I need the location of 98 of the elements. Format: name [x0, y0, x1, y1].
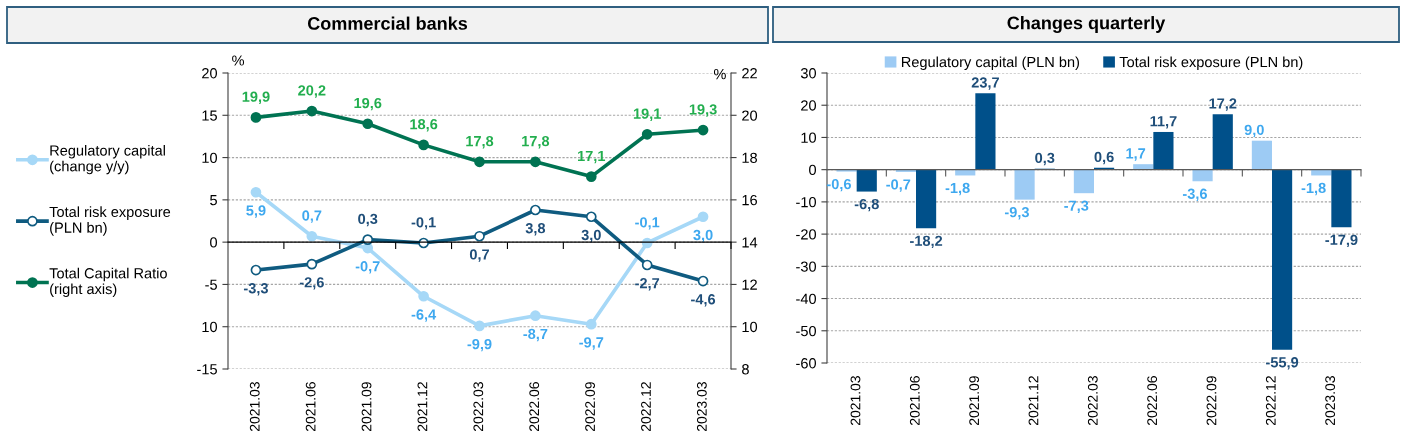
- y-tick-label: 0: [210, 237, 218, 248]
- x-tick-label: 2022.12: [641, 382, 651, 431]
- data-label: 17,2: [1209, 98, 1237, 111]
- data-label: -17,9: [1325, 234, 1358, 248]
- y-tick-label: -10: [796, 196, 817, 208]
- data-label: 11,7: [1150, 116, 1177, 129]
- legend-label: Total risk exposure (PLN bn): [49, 206, 171, 236]
- data-label: -7,3: [1064, 200, 1089, 213]
- data-label: 17,8: [466, 135, 494, 149]
- data-label: -55,9: [1266, 357, 1299, 370]
- x-tick-label: 2022.12: [1265, 376, 1276, 425]
- y-tick-label: 30: [800, 68, 817, 79]
- x-tick-label: 2021.12: [1028, 376, 1039, 425]
- data-label: -4,6: [691, 294, 716, 307]
- data-label: 3,8: [525, 223, 546, 236]
- data-label: -9,9: [467, 338, 492, 352]
- data-label: 0,3: [1035, 152, 1055, 166]
- data-label: -6,4: [411, 309, 437, 322]
- y-tick-label: 5: [210, 195, 217, 206]
- data-label: 23,7: [971, 77, 999, 90]
- data-label: -0,7: [355, 261, 380, 274]
- data-label: 17,1: [578, 150, 606, 164]
- x-tick-label: 2022.03: [473, 382, 484, 431]
- data-label: 18,6: [410, 119, 438, 132]
- data-label: -2,6: [299, 277, 324, 290]
- x-tick-label: 2022.09: [1206, 376, 1217, 425]
- y2-tick-label: 10: [742, 321, 758, 333]
- data-label: 3,0: [581, 229, 601, 243]
- data-label: -0,1: [411, 217, 436, 230]
- y-tick-label: 10: [801, 132, 817, 143]
- data-label: 19,9: [242, 91, 270, 104]
- data-label: 0,6: [1094, 151, 1114, 165]
- x-tick-label: 2022.09: [585, 382, 596, 431]
- data-label: -0,6: [826, 178, 851, 192]
- data-label: 19,3: [689, 104, 717, 117]
- y2-tick-label: 22: [742, 68, 757, 79]
- y-tick-label: -30: [796, 261, 817, 272]
- y-tick-label: 20: [801, 100, 817, 111]
- data-label: -2,7: [635, 278, 660, 291]
- y2-axis-title: %: [713, 69, 726, 80]
- y2-tick-label: 14: [742, 237, 758, 248]
- legend-label: Total risk exposure (PLN bn): [1119, 56, 1303, 71]
- data-label: -0,7: [886, 179, 911, 192]
- x-tick-label: 2022.03: [1087, 376, 1098, 425]
- data-label: 0,7: [469, 249, 489, 262]
- y2-tick-label: 12: [742, 279, 757, 290]
- data-label: -0,1: [635, 217, 660, 230]
- data-label: 5,9: [246, 205, 266, 218]
- y2-tick-label: 16: [742, 194, 757, 206]
- y-tick-label: 20: [202, 68, 218, 79]
- x-tick-label: 2021.09: [969, 376, 980, 425]
- x-tick-label: 2021.06: [305, 382, 316, 431]
- chart-title: Commercial banks: [307, 16, 468, 30]
- y-tick-label: -40: [796, 293, 817, 304]
- y-tick-label: -50: [796, 325, 817, 337]
- x-tick-label: 2021.12: [417, 382, 428, 431]
- x-tick-label: 2021.06: [909, 376, 920, 425]
- data-label: 17,8: [522, 135, 550, 149]
- data-label: -9,7: [579, 337, 604, 350]
- data-label: 9,0: [1244, 124, 1264, 138]
- data-label: 1,7: [1126, 148, 1146, 161]
- data-label: -3,3: [243, 283, 268, 296]
- y-tick-label: 15: [202, 110, 217, 121]
- x-tick-label: 2021.09: [361, 382, 372, 431]
- y-tick-label: -20: [796, 229, 817, 240]
- y-axis-title: %: [232, 55, 245, 66]
- y-tick-label: 10: [202, 152, 218, 163]
- legend-label: Total Capital Ratio (right axis): [49, 267, 167, 298]
- x-tick-label: 2021.03: [249, 382, 260, 431]
- y2-tick-label: 18: [742, 152, 757, 163]
- legend-label: Regulatory capital (change y/y): [50, 144, 165, 175]
- data-label: -3,6: [1182, 188, 1207, 202]
- x-tick-label: 2022.06: [529, 382, 540, 431]
- x-tick-label: 2023.03: [696, 382, 707, 431]
- data-label: -9,3: [1004, 206, 1029, 220]
- x-tick-label: 2021.03: [850, 376, 861, 425]
- y-tick-label: -60: [796, 358, 817, 369]
- chart-title: Changes quarterly: [1007, 16, 1166, 33]
- x-tick-label: 2022.06: [1147, 376, 1158, 425]
- y-tick-label: 0: [809, 164, 817, 176]
- data-label: -18,2: [910, 235, 943, 249]
- y2-tick-label: 20: [742, 110, 758, 121]
- y-tick-label: -5: [205, 279, 217, 290]
- data-label: -6,8: [854, 198, 879, 212]
- y-tick-label: 10: [202, 321, 218, 333]
- x-tick-label: 2023.03: [1325, 376, 1336, 425]
- data-label: 19,6: [354, 97, 382, 111]
- data-label: 19,1: [633, 108, 661, 121]
- y2-tick-label: 8: [742, 364, 749, 375]
- data-label: 20,2: [298, 85, 326, 98]
- data-label: 0,7: [302, 210, 322, 223]
- data-label: -8,7: [523, 328, 548, 342]
- y-tick-label: -15: [197, 364, 217, 375]
- data-label: -1,8: [1301, 182, 1326, 196]
- legend-label: Regulatory capital (PLN bn): [901, 56, 1080, 71]
- data-label: 0,3: [358, 213, 378, 227]
- data-label: -1,8: [945, 182, 970, 196]
- data-label: 3,0: [693, 229, 713, 243]
